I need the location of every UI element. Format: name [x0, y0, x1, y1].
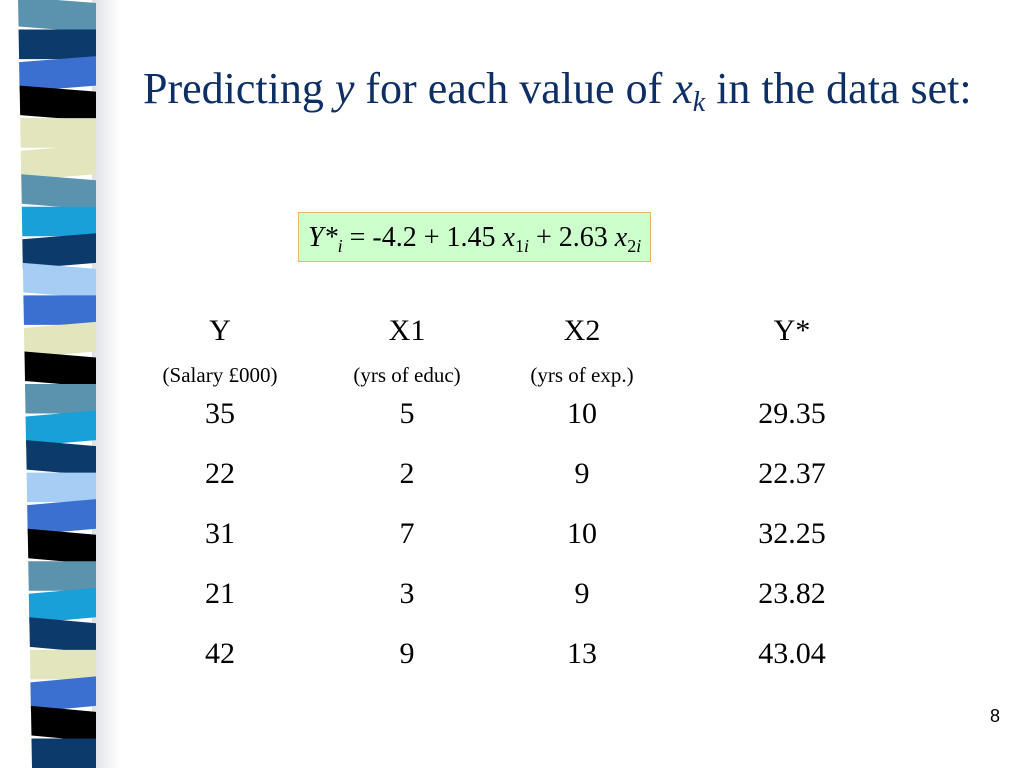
stripe-band: [29, 649, 96, 680]
table-cell: 29.35: [758, 397, 826, 430]
table-cell: 9: [574, 577, 590, 610]
equation-lhs-sub: i: [337, 236, 343, 256]
stripe-band: [23, 321, 96, 358]
header-y: Y: [209, 314, 231, 347]
table-cell: 13: [567, 637, 597, 670]
table-cell: 5: [399, 397, 415, 430]
equation-x1-sub-i: i: [523, 236, 529, 256]
subheader-x2: (yrs of exp.): [530, 363, 634, 387]
stripe-band: [30, 705, 96, 742]
stripe-band: [21, 174, 96, 210]
table-cell: 31: [205, 517, 235, 550]
stripe-band: [21, 206, 97, 237]
subheader-x1: (yrs of educ): [353, 363, 461, 387]
stripe-band: [18, 29, 97, 60]
table-cell: 3: [399, 577, 415, 610]
equation-intercept-term: = -4.2 + 1.45: [342, 222, 503, 253]
stripe-band: [20, 144, 97, 181]
regression-equation: Y*i = -4.2 + 1.45 x1i + 2.63 x2i: [298, 212, 652, 262]
table-cell: 43.04: [758, 637, 826, 670]
table-cell: 7: [399, 517, 415, 550]
equation-x2-var: x: [614, 222, 628, 253]
title-text-3: in the data set:: [705, 64, 972, 113]
table-cell: 2: [399, 457, 415, 490]
stripe-band: [27, 528, 97, 565]
table-cell: 35: [205, 397, 235, 430]
decorative-stripe: [0, 0, 120, 768]
title-sub-k: k: [692, 87, 706, 118]
table-cell: 21: [205, 577, 235, 610]
stripe-band: [24, 351, 96, 387]
stripe-band: [28, 587, 97, 624]
stripe-band: [30, 676, 97, 712]
stripe-band: [19, 85, 96, 122]
stripe-band: [18, 0, 96, 33]
stripe-band: [26, 440, 97, 476]
header-y-star: Y*: [773, 314, 811, 347]
stripe-band: [26, 472, 96, 503]
table-cell: 42: [205, 637, 235, 670]
table-cell: 9: [574, 457, 590, 490]
header-x1: X1: [388, 314, 426, 347]
stripe-band: [19, 56, 97, 92]
stripe-band: [22, 233, 96, 269]
title-var-x: x: [673, 64, 693, 113]
stripe-band: [27, 499, 96, 535]
stripe-band: [31, 738, 96, 768]
stripe-band: [29, 617, 96, 653]
header-x2: X2: [563, 314, 601, 347]
equation-lhs-var: Y*: [308, 222, 338, 253]
title-text-1: Predicting: [143, 64, 335, 113]
slide-title: Predicting y for each value of xk in the…: [143, 58, 973, 120]
table-cell: 32.25: [758, 517, 826, 550]
title-var-y: y: [334, 64, 355, 113]
stripe-band: [25, 384, 96, 414]
table-cell: 9: [399, 637, 415, 670]
table-cell: 22: [205, 457, 235, 490]
stripe-band: [20, 118, 96, 148]
stripe-band: [28, 561, 96, 591]
page-number: 8: [989, 706, 1000, 726]
table-cell: 23.82: [758, 577, 826, 610]
equation-x1-sub-num: 1: [514, 236, 524, 256]
stripe-band: [25, 410, 97, 447]
title-text-2: for each value of: [354, 64, 674, 113]
table-cell: 10: [567, 397, 597, 430]
table-cell: 22.37: [758, 457, 826, 490]
equation-x2-coef: + 2.63: [528, 222, 615, 253]
equation-x2-sub-i: i: [636, 236, 642, 256]
stripe-graphic: [0, 0, 120, 768]
stripe-band: [23, 295, 97, 325]
subheader-y: (Salary £000): [162, 363, 278, 387]
table-cell: 10: [567, 517, 597, 550]
equation-x2-sub-num: 2: [627, 236, 637, 256]
equation-x1-var: x: [502, 222, 515, 253]
stripe-band: [22, 262, 96, 299]
